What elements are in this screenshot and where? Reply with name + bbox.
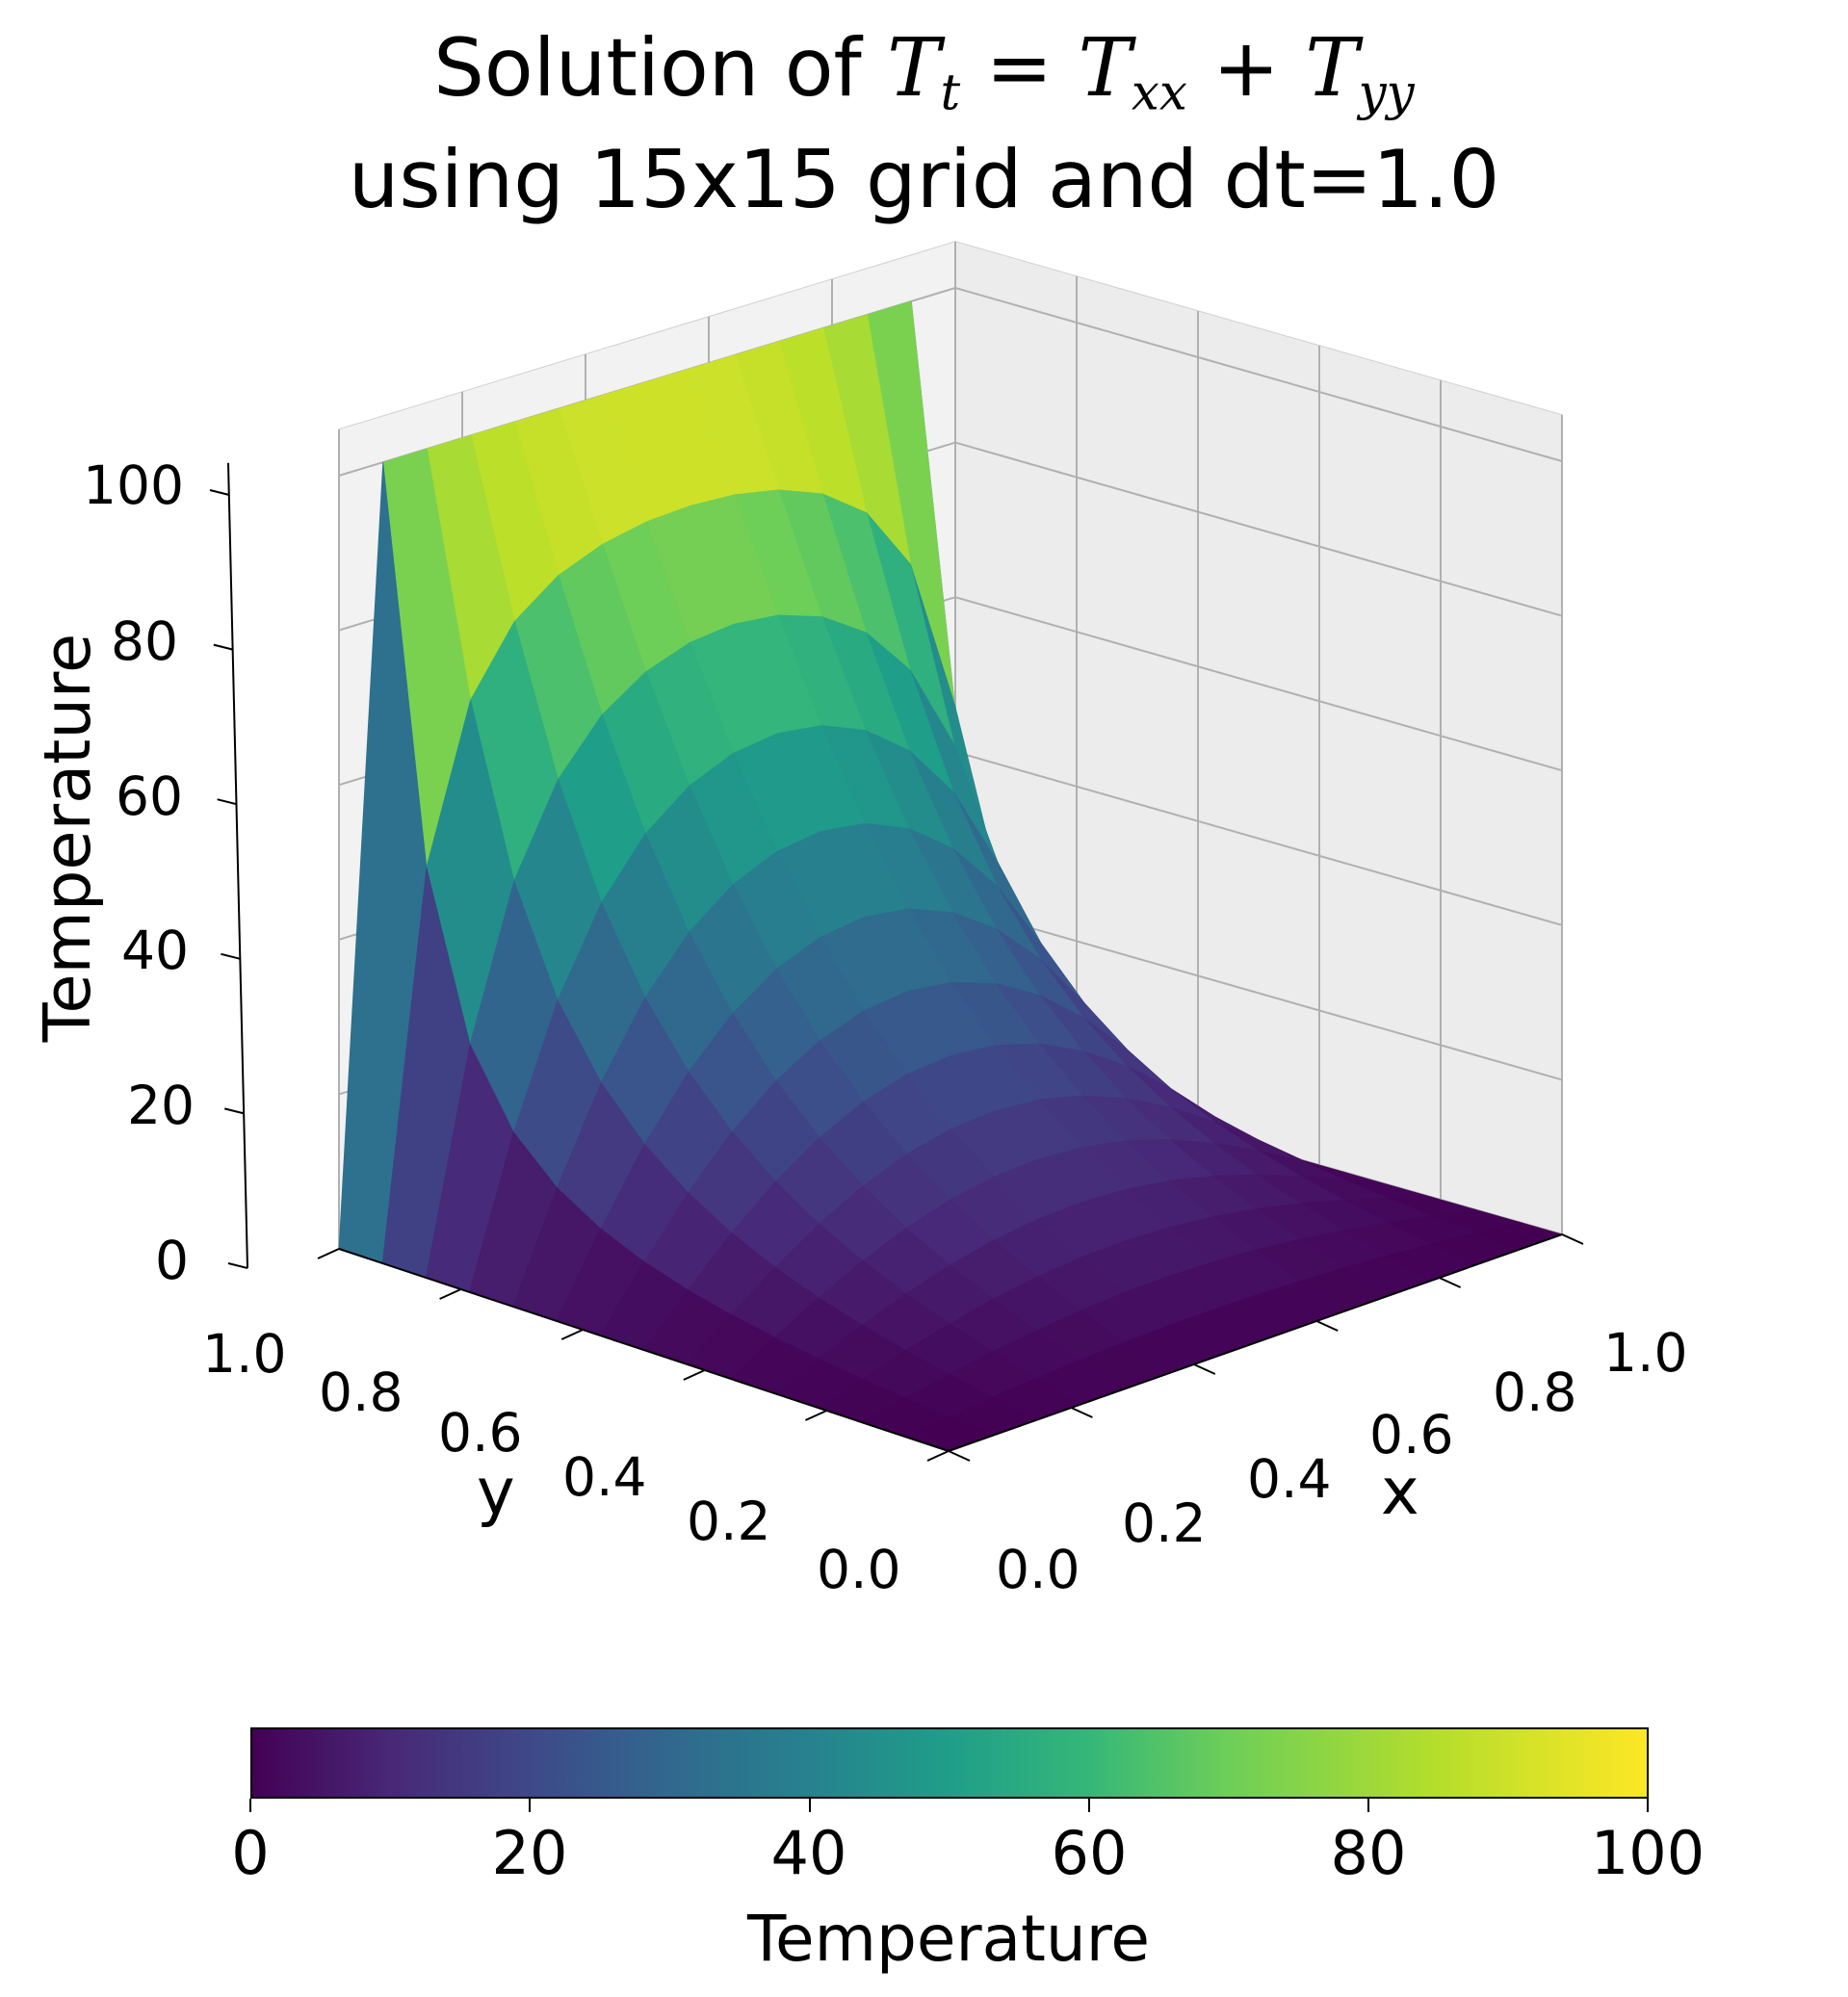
y-tick-mark	[317, 1248, 340, 1259]
z-tick-label: 20	[127, 1075, 195, 1136]
title-equals: =	[960, 21, 1079, 115]
y-tick-mark	[926, 1450, 950, 1462]
chart-title-line-2: using 15x15 grid and dt=1.0	[348, 133, 1500, 226]
x-tick-mark	[948, 1450, 971, 1462]
y-tick-label: 1.0	[202, 1323, 287, 1385]
gridline	[954, 750, 1563, 926]
y-axis-line	[338, 1248, 950, 1452]
chart-title-line-1: Solution of Tt = Txx + Tyy	[0, 21, 1848, 121]
z-tick-mark	[209, 489, 230, 496]
x-tick-mark	[1439, 1277, 1462, 1288]
x-tick-label: 0.6	[1369, 1404, 1454, 1465]
gridline	[954, 905, 1563, 1081]
surface-plot	[209, 241, 1584, 1462]
x-tick-mark	[1070, 1407, 1093, 1418]
z-tick-label: 0	[155, 1230, 189, 1291]
z-tick-mark	[221, 952, 241, 960]
colorbar-tick-label: 60	[1051, 1818, 1128, 1888]
z-tick-mark	[227, 1262, 248, 1269]
gridline	[954, 441, 1563, 617]
colorbar-tick-mark	[809, 1799, 811, 1812]
z-axis-line	[227, 462, 248, 1269]
colorbar-label: Temperature	[746, 1902, 1151, 1976]
title-prefix: Solution of	[433, 21, 888, 115]
y-tick-label: 0.6	[438, 1402, 523, 1464]
x-axis-line	[948, 1233, 1563, 1452]
x-tick-mark	[1193, 1363, 1216, 1375]
colorbar-tick-label: 0	[231, 1818, 270, 1888]
y-tick-label: 0.4	[562, 1446, 647, 1508]
title-math-txx: Txx	[1078, 21, 1187, 122]
x-tick-label: 1.0	[1603, 1322, 1688, 1384]
colorbar-tick-mark	[529, 1799, 531, 1812]
y-tick-label: 0.0	[817, 1539, 901, 1600]
colorbar	[250, 1727, 1649, 1799]
x-tick-label: 0.2	[1122, 1492, 1207, 1554]
x-tick-label: 0.0	[996, 1539, 1080, 1600]
z-tick-label: 80	[111, 610, 178, 672]
colorbar-tick-mark	[1367, 1799, 1369, 1812]
z-tick-label: 100	[83, 454, 184, 516]
z-tick-label: 40	[121, 920, 189, 981]
y-tick-mark	[439, 1288, 462, 1300]
colorbar-tick-label: 20	[491, 1818, 568, 1888]
colorbar-tick-mark	[249, 1799, 251, 1812]
colorbar-tick-label: 100	[1590, 1818, 1705, 1888]
gridline	[954, 287, 1563, 462]
y-tick-label: 0.2	[687, 1491, 771, 1552]
y-tick-label: 0.8	[319, 1362, 403, 1423]
y-tick-mark	[560, 1329, 584, 1340]
x-axis-label: x	[1381, 1454, 1419, 1529]
x-tick-label: 0.8	[1493, 1362, 1577, 1423]
title-math-lhs: Tt	[887, 21, 961, 122]
y-tick-mark	[804, 1410, 827, 1421]
z-tick-mark	[217, 798, 237, 806]
z-tick-mark	[223, 1107, 245, 1115]
colorbar-tick-label: 40	[770, 1818, 847, 1888]
title-math-tyy: Tyy	[1305, 21, 1415, 122]
colorbar-tick-mark	[1088, 1799, 1090, 1812]
x-tick-mark	[1315, 1320, 1339, 1332]
colorbar-tick-label: 80	[1330, 1818, 1407, 1888]
y-axis-label: y	[477, 1454, 515, 1529]
colorbar-tick-mark	[1647, 1799, 1649, 1812]
x-tick-label: 0.4	[1247, 1448, 1332, 1510]
y-tick-mark	[683, 1369, 706, 1381]
z-tick-mark	[213, 643, 234, 651]
x-tick-mark	[1561, 1233, 1584, 1245]
title-plus: +	[1186, 21, 1306, 115]
gridline	[954, 596, 1563, 772]
z-axis-label: Temperature	[30, 633, 105, 1043]
z-tick-label: 60	[116, 765, 183, 827]
